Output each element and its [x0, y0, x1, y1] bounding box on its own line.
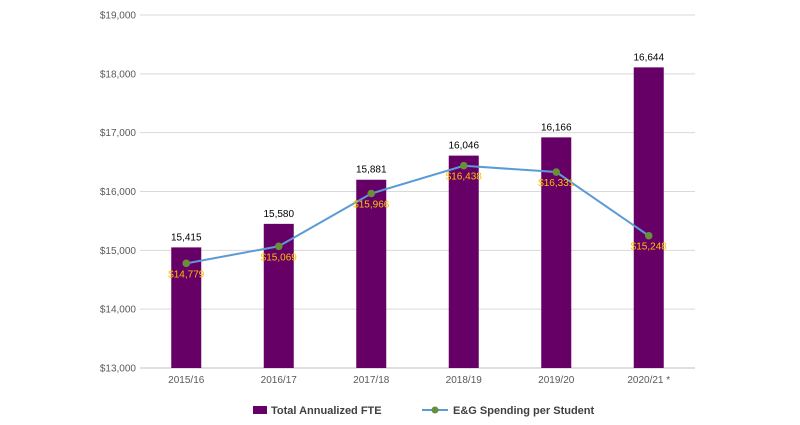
fte-bar — [448, 155, 479, 368]
fte-bar — [356, 179, 387, 368]
spending-line: $14,779 $15,069 $15,966 $16,438 $16,331 $15,2… — [168, 161, 668, 280]
legend-swatch-fte — [253, 406, 267, 414]
y-tick-label: $17,000 — [100, 128, 137, 139]
fte-bar-label: 15,580 — [263, 209, 294, 220]
y-tick-label: $18,000 — [100, 69, 137, 80]
spending-data-label: $15,069 — [261, 252, 298, 263]
fte-bars — [171, 67, 664, 368]
x-tick-label: 2016/17 — [261, 375, 298, 386]
fte-bar-label: 16,046 — [448, 141, 479, 152]
x-tick-label: 2018/19 — [446, 375, 483, 386]
y-tick-label: $14,000 — [100, 305, 137, 316]
fte-bar-label: 15,415 — [171, 232, 202, 243]
legend-label-fte: Total Annualized FTE — [271, 405, 382, 417]
spending-marker — [274, 242, 283, 251]
spending-line-path — [186, 164, 650, 265]
spending-marker — [182, 259, 191, 268]
legend: Total Annualized FTE E&G Spending per St… — [253, 405, 595, 417]
spending-data-label: $14,779 — [168, 269, 205, 280]
fte-bar — [171, 247, 202, 368]
spending-data-label: $16,331 — [538, 178, 575, 189]
x-tick-label: 2020/21 * — [627, 375, 670, 386]
x-axis-tick-labels: 2015/16 2016/17 2017/18 2018/19 2019/20 2020/… — [168, 375, 670, 386]
gridlines — [140, 14, 695, 369]
spending-marker — [552, 168, 561, 176]
x-tick-label: 2019/20 — [538, 375, 575, 386]
spending-marker — [367, 189, 376, 198]
spending-data-label: $16,438 — [446, 172, 483, 183]
fte-bar-labels: 15,415 15,580 15,881 16,046 16,166 16,644 — [171, 52, 665, 243]
spending-marker — [644, 231, 653, 240]
spending-marker — [459, 161, 468, 170]
x-tick-label: 2015/16 — [168, 375, 205, 386]
spending-data-label: $15,248 — [631, 242, 668, 253]
x-tick-label: 2017/18 — [353, 375, 390, 386]
fte-bar-label: 16,644 — [633, 52, 664, 63]
legend-swatch-marker — [431, 406, 439, 414]
y-tick-label: $15,000 — [100, 246, 137, 257]
fte-bar-label: 15,881 — [356, 165, 387, 176]
y-tick-label: $16,000 — [100, 187, 137, 198]
fte-bar — [633, 67, 664, 368]
legend-label-spending: E&G Spending per Student — [453, 405, 595, 417]
y-tick-label: $13,000 — [100, 364, 137, 375]
y-tick-label: $19,000 — [100, 11, 137, 22]
spending-data-label: $15,966 — [353, 200, 390, 211]
y-axis-tick-labels: $13,000 $14,000 $15,000 $16,000 $17,000 $18,0… — [100, 11, 137, 375]
fte-bar-label: 16,166 — [541, 122, 572, 133]
